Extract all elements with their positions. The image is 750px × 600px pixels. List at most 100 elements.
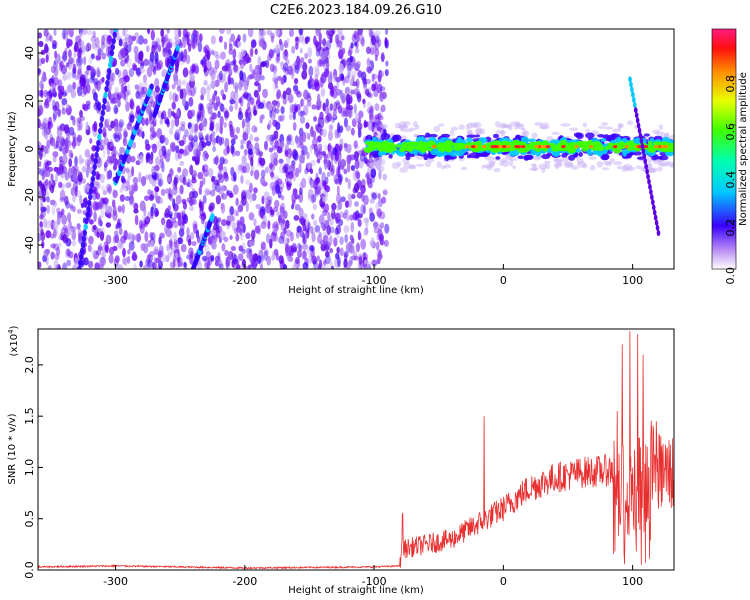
spectrogram-hot-cell <box>660 145 665 149</box>
spectrogram-streak <box>104 85 109 93</box>
spectrogram-speckle <box>179 174 185 184</box>
spectrogram-spike-cell <box>653 214 658 221</box>
spectrogram-speckle <box>76 223 81 230</box>
spectrogram-speckle <box>311 231 316 243</box>
spectrogram-speckle <box>217 121 222 133</box>
spectrogram-speckle <box>154 85 160 93</box>
spectrogram-speckle <box>243 148 248 156</box>
spectrogram-speckle <box>199 120 205 130</box>
spectrogram-speckle <box>239 216 245 226</box>
spectrogram-speckle <box>105 222 112 228</box>
spectrogram-band-cell <box>436 161 442 169</box>
spectrogram-speckle <box>327 34 333 40</box>
spectrogram-band-cell <box>605 161 613 167</box>
spectrogram-speckle <box>202 177 206 185</box>
spectrogram-speckle <box>299 47 303 54</box>
spectrogram-speckle <box>313 143 318 152</box>
spectrogram-speckle <box>71 240 77 247</box>
spectrogram-speckle <box>297 59 303 69</box>
spectrogram-band-cell <box>368 158 374 162</box>
spectrogram-speckle <box>83 104 89 112</box>
spectrogram-speckle <box>48 78 53 85</box>
spectrogram-speckle <box>40 203 44 214</box>
spectrogram-speckle <box>251 39 257 48</box>
spectrogram-speckle <box>240 139 244 145</box>
spectrogram-speckle <box>344 253 348 262</box>
spectrogram-speckle <box>39 197 44 206</box>
spectrogram-speckle <box>178 42 184 49</box>
spectrogram-speckle <box>104 204 110 215</box>
spectrogram-speckle <box>324 243 330 252</box>
spectrogram-hot-cell <box>624 145 630 149</box>
spectrogram-speckle <box>339 211 345 218</box>
spectrogram-speckle <box>167 192 172 200</box>
spectrogram-speckle <box>48 264 53 269</box>
spectrogram-speckle <box>269 181 276 191</box>
spectrogram-band-cell <box>467 129 473 136</box>
spectrogram-speckle <box>81 103 86 110</box>
spectrogram-hot-cell <box>502 145 507 149</box>
spectrogram-speckle <box>144 216 151 225</box>
spectrogram-speckle <box>115 224 119 230</box>
spectrogram-band-cell <box>493 167 501 173</box>
spectrogram-speckle <box>68 57 74 65</box>
spectrogram-speckle <box>159 119 163 125</box>
spectrogram-speckle <box>235 126 241 134</box>
spectrogram-speckle <box>58 241 62 248</box>
spectrogram-speckle <box>74 74 79 81</box>
spectrogram-speckle <box>356 242 360 253</box>
spectrogram-speckle <box>366 101 372 111</box>
spectrogram-speckle <box>111 72 116 82</box>
spectrogram-spike-cell <box>655 224 660 231</box>
spectrogram-speckle <box>88 235 94 245</box>
spectrogram-image <box>38 29 674 269</box>
spectrogram-streak <box>107 67 112 75</box>
spectrogram-speckle <box>300 98 304 107</box>
spectrogram-speckle <box>104 244 109 254</box>
spectrogram-speckle <box>135 90 140 100</box>
spectrogram-speckle <box>76 208 82 215</box>
spectrogram-speckle <box>363 217 370 224</box>
spectrogram-speckle <box>119 146 126 154</box>
spectrogram-speckle <box>310 179 314 188</box>
spectrogram-speckle <box>217 137 222 145</box>
spectrogram-speckle <box>286 37 290 45</box>
spectrogram-spike-cell <box>628 76 632 83</box>
spectrogram-speckle <box>45 230 52 239</box>
spectrogram-band-cell <box>486 164 493 171</box>
spectrogram-band-cell <box>396 161 402 167</box>
spectrogram-band-cell <box>601 167 610 171</box>
spectrogram-band-cell <box>377 145 387 152</box>
spectrogram-band-cell <box>501 160 510 167</box>
spectrogram-speckle <box>375 241 380 251</box>
spectrogram-speckle <box>319 59 324 67</box>
spectrogram-streak <box>107 61 113 69</box>
spectrogram-speckle <box>378 234 384 242</box>
spectrogram-speckle <box>80 202 84 209</box>
spectrogram-speckle <box>353 150 360 162</box>
spectrogram-speckle <box>353 255 360 261</box>
spectrogram-speckle <box>266 255 271 266</box>
spectrogram-speckle <box>94 262 100 269</box>
spectrogram-speckle <box>317 122 322 134</box>
spectrogram-speckle <box>85 78 90 85</box>
spectrogram-speckle <box>159 232 165 239</box>
spectrogram-speckle <box>281 218 286 225</box>
spectrogram-speckle <box>149 126 155 133</box>
spectrogram-speckle <box>190 39 196 50</box>
spectrogram-speckle <box>336 127 342 138</box>
spectrogram-speckle <box>60 227 67 234</box>
spectrogram-speckle <box>93 77 99 86</box>
spectrogram-speckle <box>233 209 238 217</box>
spectrogram-speckle <box>178 139 185 147</box>
spectrogram-speckle <box>198 122 204 131</box>
spectrogram-speckle <box>195 35 200 46</box>
spectrogram-speckle <box>38 149 43 161</box>
spectrogram-speckle <box>43 147 49 154</box>
spectrogram-speckle <box>93 121 98 132</box>
spectrogram-speckle <box>322 234 329 245</box>
spectrogram-speckle <box>143 195 150 201</box>
spectrogram-speckle <box>328 124 334 131</box>
spectrogram-speckle <box>62 29 66 40</box>
spectrogram-speckle <box>245 179 250 186</box>
